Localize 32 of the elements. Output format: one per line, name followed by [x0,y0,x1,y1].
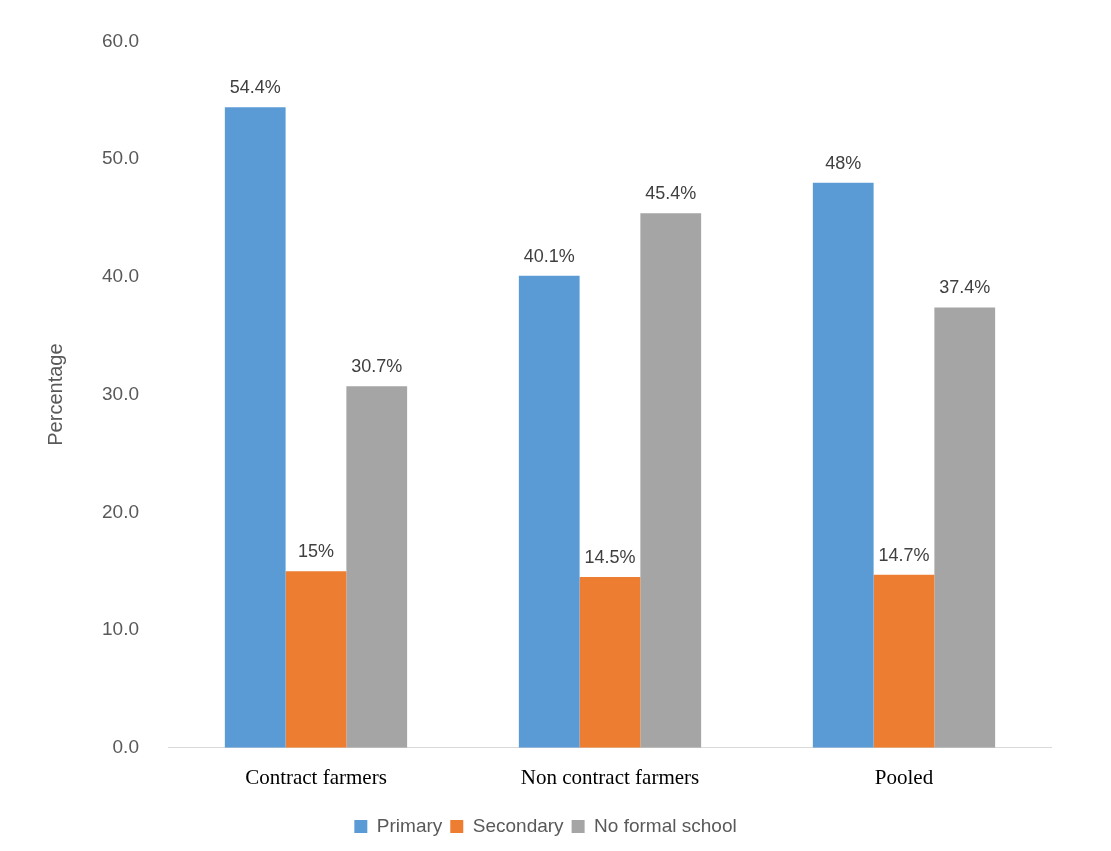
bar [640,213,702,748]
bar [224,107,286,748]
legend-label: Secondary [472,814,565,836]
x-tick-label: Contract farmers [245,764,387,789]
y-axis-title: Percentage [43,343,66,446]
data-label: 30.7% [351,356,403,377]
legend-label: No formal school [594,814,737,836]
data-label: 15% [297,541,334,562]
data-label: 40.1% [523,245,575,266]
data-label: 48% [825,152,862,173]
y-tick-label: 60.0 [102,29,139,51]
bar [812,182,874,748]
y-tick-label: 10.0 [102,618,139,640]
data-label: 14.7% [878,544,930,565]
legend-label: Primary [376,814,443,836]
bar [346,386,408,748]
x-tick-label: Non contract farmers [520,764,700,789]
bar [518,275,580,748]
y-tick-label: 0.0 [112,736,139,758]
data-label: 37.4% [939,277,991,298]
bar [873,574,935,748]
data-label: 14.5% [584,547,636,568]
data-label: 45.4% [645,183,697,204]
bar [579,577,641,748]
y-tick-label: 40.0 [102,265,139,287]
x-tick-label: Pooled [874,764,934,789]
y-tick-label: 30.0 [102,382,139,404]
y-tick-label: 20.0 [102,500,139,522]
data-label: 54.4% [229,77,281,98]
bar [934,307,996,748]
y-tick-label: 50.0 [102,147,139,169]
bar [285,571,347,748]
